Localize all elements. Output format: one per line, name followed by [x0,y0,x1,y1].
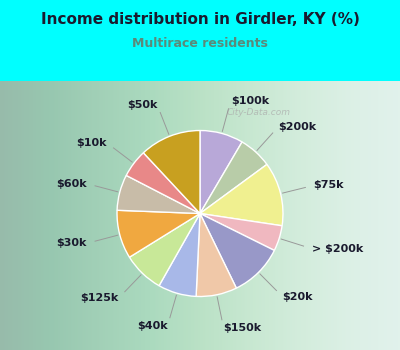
Text: $50k: $50k [127,100,157,110]
Text: Income distribution in Girdler, KY (%): Income distribution in Girdler, KY (%) [40,12,360,27]
Wedge shape [200,214,282,250]
Wedge shape [200,214,274,288]
Text: $100k: $100k [231,96,269,106]
Text: $200k: $200k [278,122,316,132]
Text: $125k: $125k [81,293,119,303]
Wedge shape [200,131,242,214]
Wedge shape [200,164,283,226]
Text: $10k: $10k [76,138,107,148]
Wedge shape [130,214,200,286]
Wedge shape [117,175,200,214]
Text: $60k: $60k [56,178,87,189]
Wedge shape [159,214,200,296]
Text: Multirace residents: Multirace residents [132,37,268,50]
Wedge shape [144,131,200,214]
Text: $30k: $30k [56,238,87,248]
Text: $150k: $150k [224,323,262,333]
Wedge shape [126,153,200,214]
Text: $20k: $20k [282,292,313,302]
Text: $40k: $40k [137,321,168,331]
Text: City-Data.com: City-Data.com [226,108,290,117]
Text: $75k: $75k [314,180,344,190]
Wedge shape [196,214,236,296]
Wedge shape [117,210,200,257]
Wedge shape [200,142,267,214]
Text: > $200k: > $200k [312,244,363,254]
